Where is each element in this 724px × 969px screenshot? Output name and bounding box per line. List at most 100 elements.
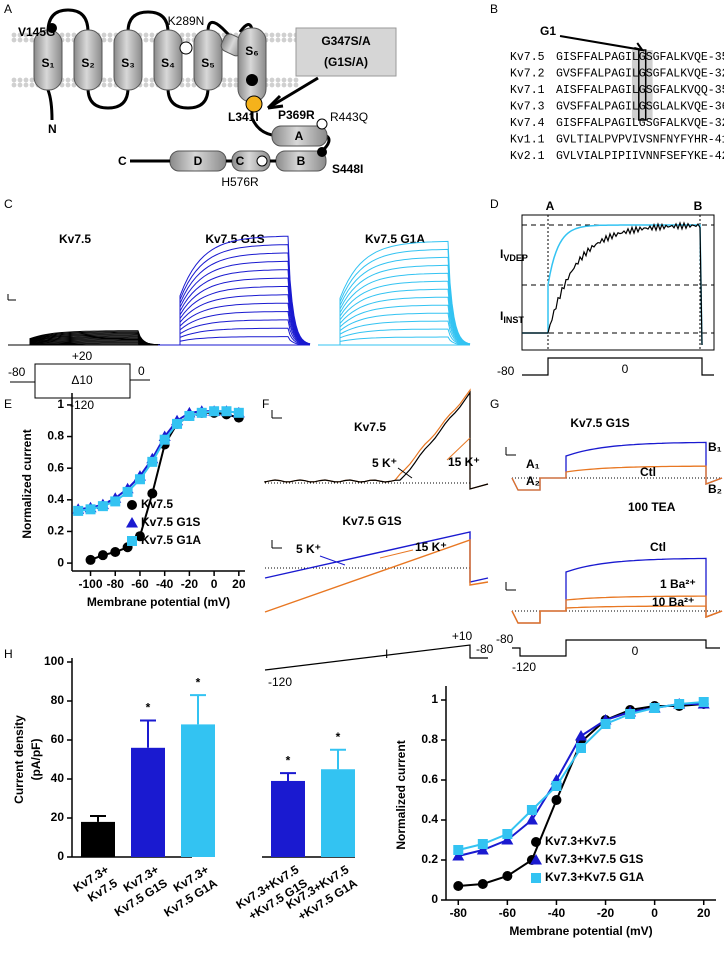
trace-label: A₁ xyxy=(526,457,540,471)
loop xyxy=(206,20,236,42)
data-point xyxy=(501,834,514,845)
label-arrow xyxy=(446,437,471,461)
data-point xyxy=(453,845,464,855)
y-tick-label: 0.2 xyxy=(421,852,438,866)
sequence: GISFFALPAGILGSGFALKVQE-328 xyxy=(556,117,724,130)
protein-label: S₅ xyxy=(201,56,215,70)
membrane-lipid xyxy=(65,37,71,43)
current-trace xyxy=(158,294,311,346)
x-tick-label: -20 xyxy=(181,577,199,591)
data-point xyxy=(600,719,611,729)
trace-label: 100 TEA xyxy=(628,500,676,514)
membrane-lipid xyxy=(29,82,35,88)
membrane-lipid xyxy=(17,82,23,88)
sequence: GVSFFALPAGILGSGFALKVQE-322 xyxy=(556,68,724,81)
conservation-box xyxy=(631,50,653,120)
data-point xyxy=(649,703,660,713)
protein-label: P369R xyxy=(278,108,315,122)
bar xyxy=(131,747,165,857)
panel-title: Kv7.5 G1S xyxy=(205,232,264,246)
current-trace xyxy=(318,336,470,346)
membrane-lipid xyxy=(143,77,149,83)
trace-label: B₂ xyxy=(708,482,722,496)
current-trace xyxy=(8,330,160,346)
membrane-lipid xyxy=(275,82,281,88)
data-point xyxy=(184,410,195,421)
data-point xyxy=(209,406,220,417)
legend-entry: Kv7.5 G1A xyxy=(141,533,201,547)
sequence: GVLTIALPVPVIVSNFNYFYHR-416 xyxy=(556,134,724,147)
protein-label: S₄ xyxy=(161,56,175,70)
protein-label: V145G xyxy=(18,25,55,39)
sequence: GVSFFALPAGILGSGLALKVQE-361 xyxy=(556,101,724,114)
membrane-lipid xyxy=(185,82,191,88)
data-point xyxy=(698,697,709,707)
trace-label: B₁ xyxy=(708,440,722,454)
data-point xyxy=(73,505,84,516)
sequence: GISFFALPAGILGSGFALKVQE-356 xyxy=(556,51,724,64)
legend-entry: Kv7.3+Kv7.5 G1S xyxy=(545,852,643,866)
membrane-lipid xyxy=(65,77,71,83)
protein-label: C xyxy=(118,154,127,168)
data-point xyxy=(674,699,685,709)
g1-arrow xyxy=(559,35,643,51)
category-label: Kv7.3+Kv7.5 xyxy=(71,862,120,904)
sequence-name: Kv7.2 xyxy=(510,68,545,81)
loop xyxy=(86,87,130,110)
membrane-lipid xyxy=(149,37,155,43)
protocol-label: Δ10 xyxy=(71,373,93,387)
membrane-lipid xyxy=(101,37,107,43)
trace-label: 10 Ba²⁺ xyxy=(652,595,694,609)
trace-label: Ctl xyxy=(640,465,656,479)
protein-label: S₆ xyxy=(245,44,258,58)
loop xyxy=(250,100,273,137)
current-trace xyxy=(318,240,471,346)
y-axis-label: Current density xyxy=(12,715,26,804)
x-tick-label: -80 xyxy=(450,906,468,920)
legend-marker xyxy=(530,854,542,865)
panel-title: Kv7.5 G1S xyxy=(342,514,401,528)
legend-entry: Kv7.5 xyxy=(141,497,173,511)
protocol-label: -120 xyxy=(512,660,536,674)
legend-marker xyxy=(531,873,541,883)
trace-frame xyxy=(521,214,715,351)
protein-label: N xyxy=(48,122,57,136)
membrane-lipid xyxy=(11,82,17,88)
legend-entry: Kv7.3+Kv7.5 G1A xyxy=(545,870,644,884)
y-tick-label: 0.4 xyxy=(421,812,438,826)
data-point xyxy=(453,881,464,891)
protocol-label: 0 xyxy=(622,362,629,376)
g1-arrow xyxy=(634,42,645,52)
membrane-lipid xyxy=(269,37,275,43)
ion-label: 15 K⁺ xyxy=(415,540,447,554)
membrane-lipid xyxy=(191,82,197,88)
data-point xyxy=(110,547,121,558)
membrane-lipid xyxy=(71,82,77,88)
membrane-lipid xyxy=(23,37,29,43)
y-tick-label: 0 xyxy=(57,849,64,863)
series-line xyxy=(458,701,704,851)
scale-bar xyxy=(505,582,516,591)
data-point xyxy=(97,550,108,561)
legend-entry: Kv7.5 G1S xyxy=(141,515,200,529)
membrane-lipid xyxy=(281,77,287,83)
membrane-lipid xyxy=(287,82,293,88)
ion-label: 5 K⁺ xyxy=(372,456,397,470)
current-symbol: I xyxy=(500,247,503,261)
membrane-lipid xyxy=(275,37,281,43)
legend-entry: Kv7.3+Kv7.5 xyxy=(545,834,616,848)
current-label: IINST xyxy=(500,309,524,325)
membrane-lipid xyxy=(143,32,149,38)
panel-letter: G xyxy=(490,397,499,411)
current-trace xyxy=(264,531,489,583)
panel-letter: A xyxy=(4,2,12,16)
sequence-name: Kv1.1 xyxy=(510,134,545,147)
membrane-lipid xyxy=(65,32,71,38)
current-trace xyxy=(318,312,471,346)
data-point xyxy=(147,488,158,499)
panel-title: Kv7.5 G1S xyxy=(570,416,629,430)
membrane-lipid xyxy=(29,32,35,38)
current-trace xyxy=(158,235,311,346)
x-tick-label: -100 xyxy=(79,577,103,591)
membrane-lipid xyxy=(107,77,113,83)
